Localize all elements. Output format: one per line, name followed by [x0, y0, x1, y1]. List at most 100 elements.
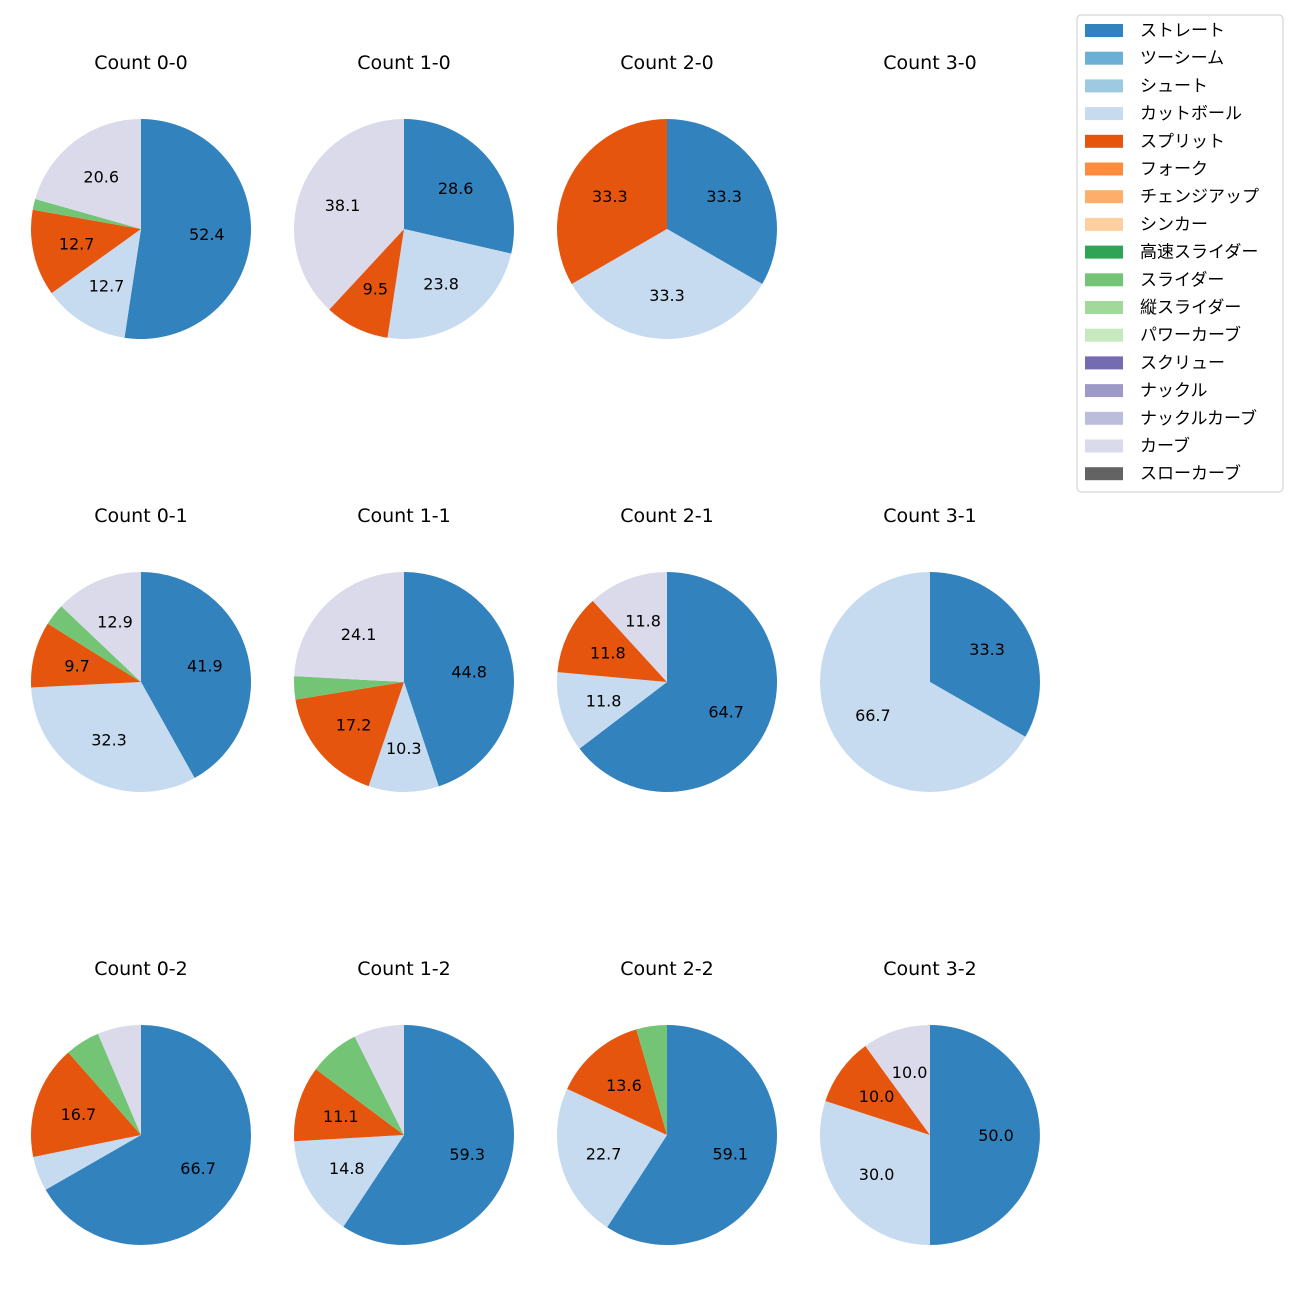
pie-12: Count 3-2 50.0 30.0 10.0 10.0: [819, 958, 1040, 1245]
slice-value-label: 12.7: [59, 235, 95, 254]
pie-slice: [667, 119, 777, 284]
slice-value-label: 11.8: [586, 691, 622, 710]
pie-slice: [31, 623, 141, 688]
legend-swatch: [1085, 134, 1123, 148]
pie-slice: [354, 1025, 404, 1135]
slice-value-label: 41.9: [187, 656, 223, 675]
pie-slice: [343, 1025, 514, 1246]
slice-value-label: 12.9: [97, 612, 133, 631]
pie-slice: [825, 1046, 930, 1135]
legend-item: フォーク: [1085, 160, 1208, 180]
pie-slice: [592, 572, 667, 682]
pie-3: Count 2-0 33.3 33.3 33.3: [557, 52, 777, 339]
pie-2: Count 1-0 28.6 23.8 9.5 38.1: [294, 52, 515, 339]
legend: ストレートツーシームシュートカットボールスプリットフォークチェンジアップシンカー…: [1076, 14, 1284, 493]
pie-slice: [556, 672, 667, 749]
slice-value-label: 20.6: [83, 167, 119, 186]
pie-slice: [404, 119, 515, 254]
pie-slice: [819, 1101, 930, 1245]
legend-label: シュート: [1140, 76, 1208, 96]
slice-value-label: 66.7: [855, 706, 891, 725]
pie-4: Count 3-0: [883, 52, 977, 74]
slice-value-label: 66.7: [180, 1159, 216, 1178]
legend-swatch: [1085, 162, 1123, 176]
pie-slice: [68, 1033, 141, 1135]
pie-slice: [557, 119, 667, 284]
legend-item: カーブ: [1085, 436, 1190, 457]
pie-slice: [295, 682, 404, 787]
slice-value-label: 33.3: [649, 286, 685, 305]
pie-slice: [294, 1069, 404, 1142]
legend-swatch: [1085, 411, 1123, 425]
legend-label: スライダー: [1140, 270, 1224, 290]
slice-value-label: 13.6: [606, 1076, 642, 1095]
legend-item: パワーカーブ: [1085, 325, 1241, 346]
pie-11: Count 2-2 59.1 22.7 13.6: [556, 958, 777, 1246]
chart-title: Count 2-0: [620, 52, 714, 74]
legend-swatch: [1085, 217, 1123, 231]
pie-slice: [329, 229, 404, 338]
pie-6: Count 1-1 44.8 10.3 17.2 24.1: [294, 505, 515, 793]
pie-slice: [294, 572, 404, 682]
pie-5: Count 0-1 41.9 32.3 9.7 12.9: [31, 505, 252, 793]
slice-value-label: 32.3: [91, 731, 127, 750]
pie-10: Count 1-2 59.3 14.8 11.1: [294, 958, 514, 1246]
pie-slice: [404, 572, 515, 787]
pie-slice: [820, 572, 1026, 792]
pie-slice: [865, 1025, 930, 1135]
legend-label: パワーカーブ: [1140, 325, 1241, 346]
chart-title: Count 1-0: [357, 52, 451, 74]
legend-item: スプリット: [1085, 132, 1225, 152]
pie-slice: [636, 1025, 667, 1135]
legend-label: 縦スライダー: [1140, 298, 1241, 318]
slice-value-label: 59.1: [712, 1145, 748, 1164]
chart-title: Count 1-1: [357, 505, 451, 527]
legend-label: スローカーブ: [1140, 463, 1241, 484]
pie-slice: [294, 1135, 404, 1227]
legend-item: チェンジアップ: [1085, 187, 1259, 207]
slice-value-label: 23.8: [423, 275, 459, 294]
pie-slice: [607, 1025, 777, 1246]
legend-item: スライダー: [1085, 270, 1224, 290]
legend-frame: [1076, 14, 1284, 493]
chart-title: Count 3-0: [883, 52, 977, 74]
chart-title: Count 2-1: [620, 505, 714, 527]
pie-8: Count 3-1 33.3 66.7: [820, 505, 1041, 792]
pie-slice: [571, 229, 763, 339]
slice-value-label: 38.1: [325, 196, 361, 215]
chart-title: Count 2-2: [620, 958, 714, 980]
pie-7: Count 2-1 64.7 11.8 11.8 11.8: [556, 505, 777, 792]
legend-item: カットボール: [1085, 104, 1242, 124]
slice-value-label: 10.0: [859, 1087, 895, 1106]
slice-value-label: 59.3: [449, 1145, 485, 1164]
legend-swatch: [1085, 107, 1123, 121]
legend-swatch: [1085, 51, 1123, 65]
pie-charts: Count 0-0 52.4 12.7 12.7 20.6 Count 1-0 28.6 23…: [31, 52, 1041, 1246]
slice-value-label: 9.7: [64, 656, 89, 675]
pie-slice: [51, 229, 141, 338]
slice-value-label: 44.8: [451, 662, 487, 681]
legend-label: 高速スライダー: [1140, 243, 1258, 263]
legend-swatch: [1085, 301, 1123, 314]
legend-label: フォーク: [1140, 160, 1208, 180]
chart-title: Count 1-2: [357, 958, 451, 980]
legend-item: スローカーブ: [1085, 463, 1241, 484]
pie-slice: [31, 682, 195, 793]
pie-slice: [315, 1036, 404, 1135]
pie-1: Count 0-0 52.4 12.7 12.7 20.6: [31, 52, 252, 339]
legend-item: ツーシーム: [1085, 49, 1224, 69]
slice-value-label: 9.5: [363, 279, 388, 298]
legend-label: ストレート: [1140, 21, 1225, 41]
legend-item: シュート: [1085, 76, 1208, 96]
pie-slice: [61, 572, 141, 682]
pie-slice: [31, 1052, 141, 1157]
legend-swatch: [1085, 273, 1123, 287]
legend-item: ナックルカーブ: [1085, 408, 1257, 429]
pie-slice: [294, 119, 404, 310]
pie-slice: [35, 119, 141, 229]
pie-slice: [567, 1029, 667, 1135]
pie-slice: [556, 1088, 667, 1228]
legend-swatch: [1085, 190, 1123, 204]
slice-value-label: 12.7: [89, 276, 125, 295]
